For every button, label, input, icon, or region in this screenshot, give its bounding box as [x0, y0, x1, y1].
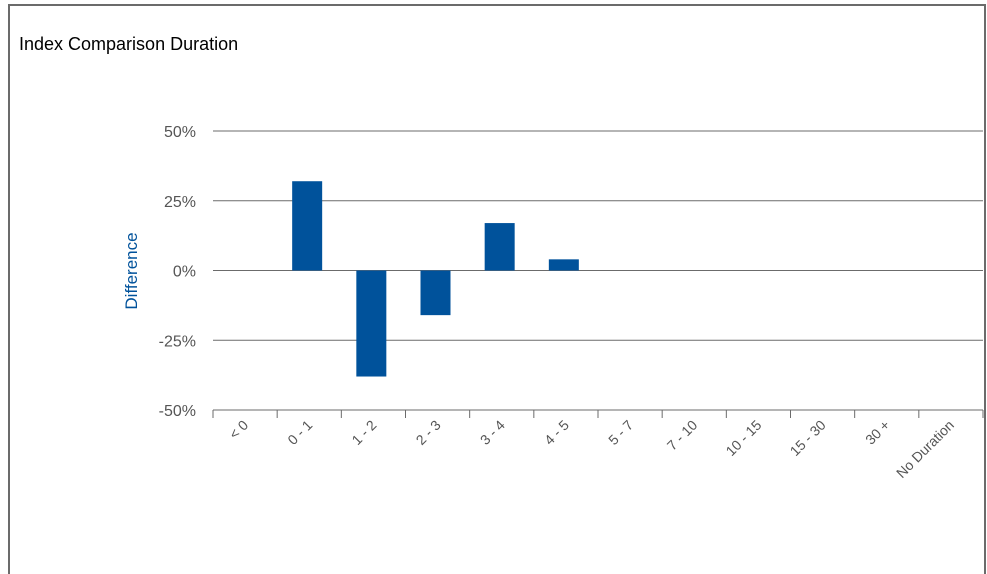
y-axis-label: Difference — [122, 232, 141, 309]
bar — [356, 270, 387, 377]
y-tick-label: 50% — [164, 124, 196, 141]
x-tick-label: 7 - 10 — [664, 417, 701, 454]
bar — [420, 270, 451, 316]
x-tick-label: 30 + — [862, 417, 893, 448]
bar — [548, 259, 579, 271]
x-tick-label: 2 - 3 — [413, 417, 444, 448]
x-axis — [212, 409, 984, 418]
bars — [292, 181, 579, 377]
x-tick-label: 4 - 5 — [541, 417, 572, 448]
chart-frame — [8, 4, 986, 574]
x-tick-label: 3 - 4 — [477, 417, 508, 448]
y-tick-label: 25% — [164, 194, 196, 211]
bar — [484, 223, 515, 271]
x-tick-label: 10 - 15 — [722, 417, 764, 459]
x-tick-labels: < 0 0 - 1 1 - 2 2 - 3 3 - 4 4 - 5 5 - 7 7 - 10 1… — [226, 417, 957, 481]
y-tick-label: -25% — [159, 333, 196, 350]
x-tick-label: 1 - 2 — [348, 417, 379, 448]
chart-title: Index Comparison Duration — [19, 34, 239, 54]
x-tick-label: No Duration — [893, 417, 957, 481]
y-tick-label: -50% — [159, 403, 196, 420]
gridlines — [213, 130, 983, 341]
bar — [292, 181, 323, 271]
y-tick-label: 0% — [173, 264, 196, 281]
x-tick-label: 5 - 7 — [605, 417, 636, 448]
x-tick-label: 15 - 30 — [787, 417, 829, 459]
x-tick-label: 0 - 1 — [284, 417, 315, 448]
y-tick-labels: 50% 25% 0% -25% -50% — [159, 124, 196, 420]
x-tick-label: < 0 — [226, 417, 252, 443]
